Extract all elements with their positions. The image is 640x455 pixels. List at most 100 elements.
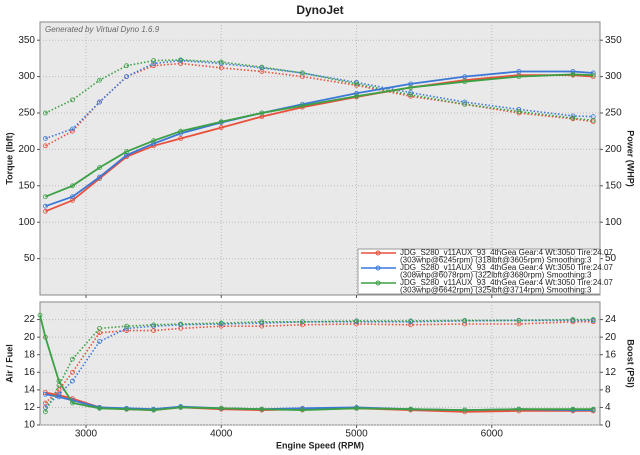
chart-title: DynoJet (296, 3, 343, 17)
point-marker (70, 356, 75, 362)
y-tick-label: 14 (24, 384, 36, 395)
point-marker (70, 400, 75, 406)
y-tick-label: 10 (24, 420, 36, 431)
point-marker (300, 319, 305, 325)
point-marker (124, 63, 129, 69)
point-marker (70, 378, 75, 384)
y-tick-label: 200 (18, 144, 35, 155)
y2-tick-label: 24 (605, 314, 617, 325)
point-marker (462, 321, 468, 327)
point-marker (97, 325, 102, 331)
y2-tick-label: 0 (605, 420, 611, 431)
point-marker (218, 119, 224, 125)
point-marker (218, 320, 224, 326)
y2-tick-label: 250 (605, 108, 622, 119)
point-marker (178, 128, 184, 134)
point-marker (97, 99, 102, 105)
point-marker (590, 317, 596, 322)
y2-tick-label: 300 (605, 71, 622, 82)
point-marker (300, 103, 305, 109)
point-marker (516, 318, 522, 323)
legend-label: JDG_S280_v11AUX_93_4thGea Gear:4 Wt:3050… (400, 248, 613, 257)
point-marker (178, 321, 184, 327)
point-marker (516, 109, 522, 114)
point-marker (408, 318, 414, 324)
point-marker (43, 208, 48, 214)
legend-box (357, 248, 601, 295)
point-marker (70, 183, 75, 189)
point-marker (178, 405, 184, 410)
point-marker (462, 74, 468, 79)
y-tick-label: 16 (24, 367, 36, 378)
legend-detail: (303whp@6245rpm) (318lbft@3605rpm) Smoot… (400, 256, 592, 265)
x-tick-label: 5000 (345, 429, 368, 440)
point-marker (97, 174, 102, 180)
y-tick-label: 22 (24, 314, 36, 325)
y2-tick-label: 350 (605, 35, 622, 46)
point-marker (43, 409, 48, 415)
point-marker (218, 405, 224, 411)
point-marker (124, 74, 129, 79)
point-marker (516, 406, 522, 412)
x-axis-label: Engine Speed (RPM) (276, 440, 364, 450)
y2-tick-label: 12 (605, 367, 617, 378)
legend-swatch-marker (375, 250, 381, 256)
point-marker (570, 113, 576, 119)
y-axis-label: Torque (lbft) (4, 132, 14, 184)
y-tick-label: 300 (18, 71, 35, 82)
legend-swatch-marker (375, 280, 381, 286)
y2-tick-label: 8 (605, 384, 611, 395)
point-marker (43, 334, 48, 340)
x-tick-label: 6000 (481, 429, 504, 440)
point-marker (43, 110, 48, 116)
point-marker (570, 72, 576, 77)
y2-axis-label: Boost (PSI) (626, 339, 636, 388)
y-tick-label: 250 (18, 108, 35, 119)
point-marker (151, 138, 157, 144)
point-marker (259, 110, 265, 116)
point-marker (70, 194, 75, 200)
point-marker (462, 99, 468, 105)
y-tick-label: 50 (24, 253, 36, 264)
point-marker (462, 407, 468, 413)
point-marker (43, 203, 48, 209)
point-marker (70, 126, 75, 132)
y2-tick-label: 4 (605, 402, 611, 413)
y-tick-label: 350 (18, 35, 35, 46)
point-marker (516, 321, 522, 327)
legend-detail: (303whp@6642rpm) (325lbft@3714rpm) Smoot… (400, 286, 592, 295)
legend-label: JDG_S280_v11AUX_93_4thGea Gear:4 Wt:3050… (400, 278, 613, 287)
legend-detail: (308whp@6078rpm) (322lbft@3680rpm) Smoot… (400, 271, 592, 280)
point-marker (97, 77, 102, 83)
point-marker (300, 407, 305, 413)
point-marker (124, 323, 129, 329)
series-line (45, 73, 594, 198)
point-marker (300, 322, 305, 328)
point-marker (590, 72, 596, 78)
y2-tick-label: 50 (605, 253, 617, 264)
y2-axis-label: Power (WHP) (626, 130, 636, 187)
point-marker (97, 339, 102, 344)
y-tick-label: 150 (18, 180, 35, 191)
point-marker (516, 69, 522, 74)
point-marker (462, 101, 468, 107)
point-marker (259, 64, 265, 70)
y-tick-label: 12 (24, 402, 36, 413)
point-marker (218, 59, 224, 65)
point-marker (570, 317, 576, 322)
point-marker (151, 58, 157, 63)
y-tick-label: 100 (18, 217, 35, 228)
point-marker (43, 143, 48, 149)
point-marker (408, 406, 414, 412)
y2-tick-label: 20 (605, 332, 617, 343)
point-marker (124, 149, 129, 154)
point-marker (218, 125, 224, 130)
point-marker (259, 319, 265, 325)
point-marker (354, 81, 359, 87)
series-line (39, 314, 594, 412)
y2-tick-label: 16 (605, 349, 617, 360)
point-marker (516, 74, 522, 79)
point-marker (37, 312, 43, 318)
point-marker (151, 61, 157, 66)
